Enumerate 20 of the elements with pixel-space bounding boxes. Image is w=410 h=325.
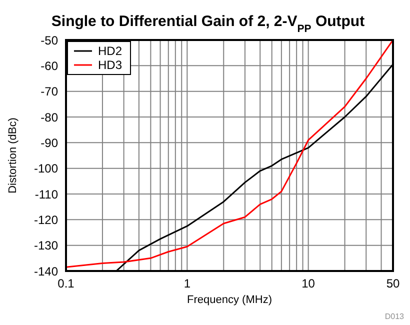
x-axis-title: Frequency (MHz)	[187, 294, 272, 306]
y-tick-label: -80	[40, 110, 58, 124]
y-tick-label: -90	[40, 136, 58, 150]
y-tick-label: -130	[34, 238, 58, 253]
y-tick-label: -120	[34, 212, 58, 227]
x-tick-label: 0.1	[58, 276, 75, 291]
y-tick-label: -140	[34, 264, 58, 278]
y-tick-label: -50	[40, 33, 58, 48]
y-tick-label: -110	[34, 187, 58, 202]
legend-label: HD2	[98, 44, 122, 58]
y-tick-label: -100	[34, 162, 58, 176]
text: D013	[384, 312, 404, 321]
chart-title: Single to Differential Gain of 2, 2-V$_{PP}$ Output	[51, 13, 365, 35]
x-tick-label: 10	[302, 276, 316, 291]
legend-label: HD3	[98, 58, 122, 72]
y-axis-title: Distortion (dBc)	[6, 118, 19, 194]
x-tick-label: 50	[386, 276, 400, 291]
x-tick-label: 1	[184, 276, 191, 291]
y-tick-label: -60	[40, 58, 58, 73]
y-tick-label: -70	[40, 84, 58, 99]
